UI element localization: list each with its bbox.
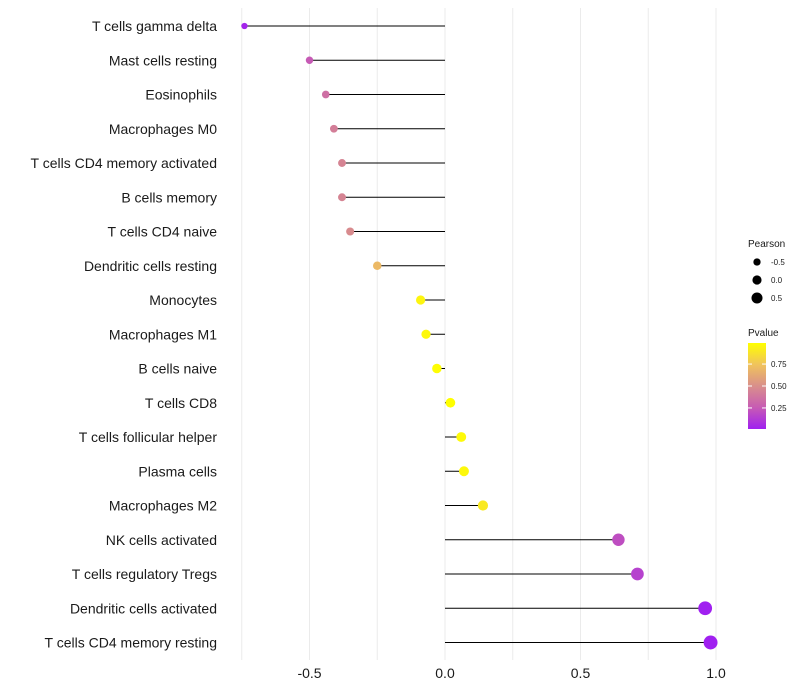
pearson-legend-label: 0.0 bbox=[771, 276, 783, 285]
pvalue-legend-label: 0.50 bbox=[771, 382, 787, 391]
pearson-legend-label: 0.5 bbox=[771, 294, 783, 303]
lollipop-point bbox=[321, 90, 330, 99]
category-label: Macrophages M0 bbox=[109, 121, 217, 137]
category-label: Dendritic cells activated bbox=[70, 600, 217, 616]
x-axis-ticks: -0.5 0.0 0.5 1.0 bbox=[297, 665, 726, 681]
category-label: B cells memory bbox=[121, 189, 217, 205]
pearson-legend: Pearson -0.5 0.0 0.5 bbox=[748, 239, 785, 304]
lollipop-point bbox=[477, 500, 489, 511]
category-label: T cells CD8 bbox=[145, 395, 217, 411]
category-label: Dendritic cells resting bbox=[84, 258, 217, 274]
pearson-legend-key bbox=[751, 292, 763, 304]
grid-layer bbox=[241, 8, 717, 660]
category-label: Monocytes bbox=[149, 292, 217, 308]
lollipop-point bbox=[456, 432, 467, 442]
pearson-legend-key bbox=[752, 275, 762, 285]
category-labels: T cells gamma delta Mast cells resting Eos… bbox=[31, 18, 218, 651]
category-label: Macrophages M2 bbox=[109, 498, 217, 514]
category-label: NK cells activated bbox=[106, 532, 217, 548]
pvalue-legend: Pvalue 0.75 0.50 0.25 bbox=[748, 328, 787, 429]
lollipop-point bbox=[338, 159, 346, 167]
pearson-legend-label: -0.5 bbox=[771, 258, 785, 267]
category-label: T cells CD4 memory resting bbox=[45, 635, 217, 651]
lollipop-point bbox=[631, 567, 644, 581]
category-label: Plasma cells bbox=[138, 463, 217, 479]
lollipop-point bbox=[612, 533, 625, 546]
lollipop-point bbox=[338, 193, 346, 202]
category-label: T cells gamma delta bbox=[92, 18, 217, 34]
category-label: T cells follicular helper bbox=[79, 429, 218, 445]
lollipop-point bbox=[703, 635, 718, 650]
pearson-legend-title: Pearson bbox=[748, 239, 785, 250]
lollipop-point bbox=[241, 22, 248, 30]
category-label: T cells CD4 naive bbox=[108, 224, 218, 240]
lollipop-point bbox=[421, 329, 431, 339]
x-tick-label: -0.5 bbox=[297, 665, 321, 681]
pvalue-legend-label: 0.25 bbox=[771, 404, 787, 413]
lollipop-point bbox=[445, 397, 456, 408]
lollipop-point bbox=[416, 295, 426, 305]
category-label: T cells CD4 memory activated bbox=[31, 155, 217, 171]
lollipop-point bbox=[373, 261, 382, 270]
lollipop-point bbox=[698, 601, 713, 616]
category-label: B cells naive bbox=[138, 361, 217, 377]
x-tick-label: 1.0 bbox=[706, 665, 726, 681]
x-tick-label: 0.0 bbox=[435, 665, 455, 681]
category-label: Macrophages M1 bbox=[109, 326, 217, 342]
pearson-legend-key bbox=[753, 258, 761, 266]
category-label: Eosinophils bbox=[145, 87, 217, 103]
lollipop-point bbox=[329, 124, 338, 133]
lollipop-point bbox=[432, 363, 442, 374]
pvalue-legend-title: Pvalue bbox=[748, 328, 779, 339]
x-tick-label: 0.5 bbox=[571, 665, 591, 681]
stem-layer bbox=[244, 25, 711, 643]
category-label: Mast cells resting bbox=[109, 52, 217, 68]
lollipop-point bbox=[459, 466, 469, 477]
dot-layer bbox=[241, 22, 718, 650]
lollipop-point bbox=[305, 56, 314, 64]
category-label: T cells regulatory Tregs bbox=[72, 566, 217, 582]
pvalue-legend-label: 0.75 bbox=[771, 360, 787, 369]
pvalue-colorbar bbox=[748, 343, 766, 429]
lollipop-point bbox=[346, 227, 355, 236]
